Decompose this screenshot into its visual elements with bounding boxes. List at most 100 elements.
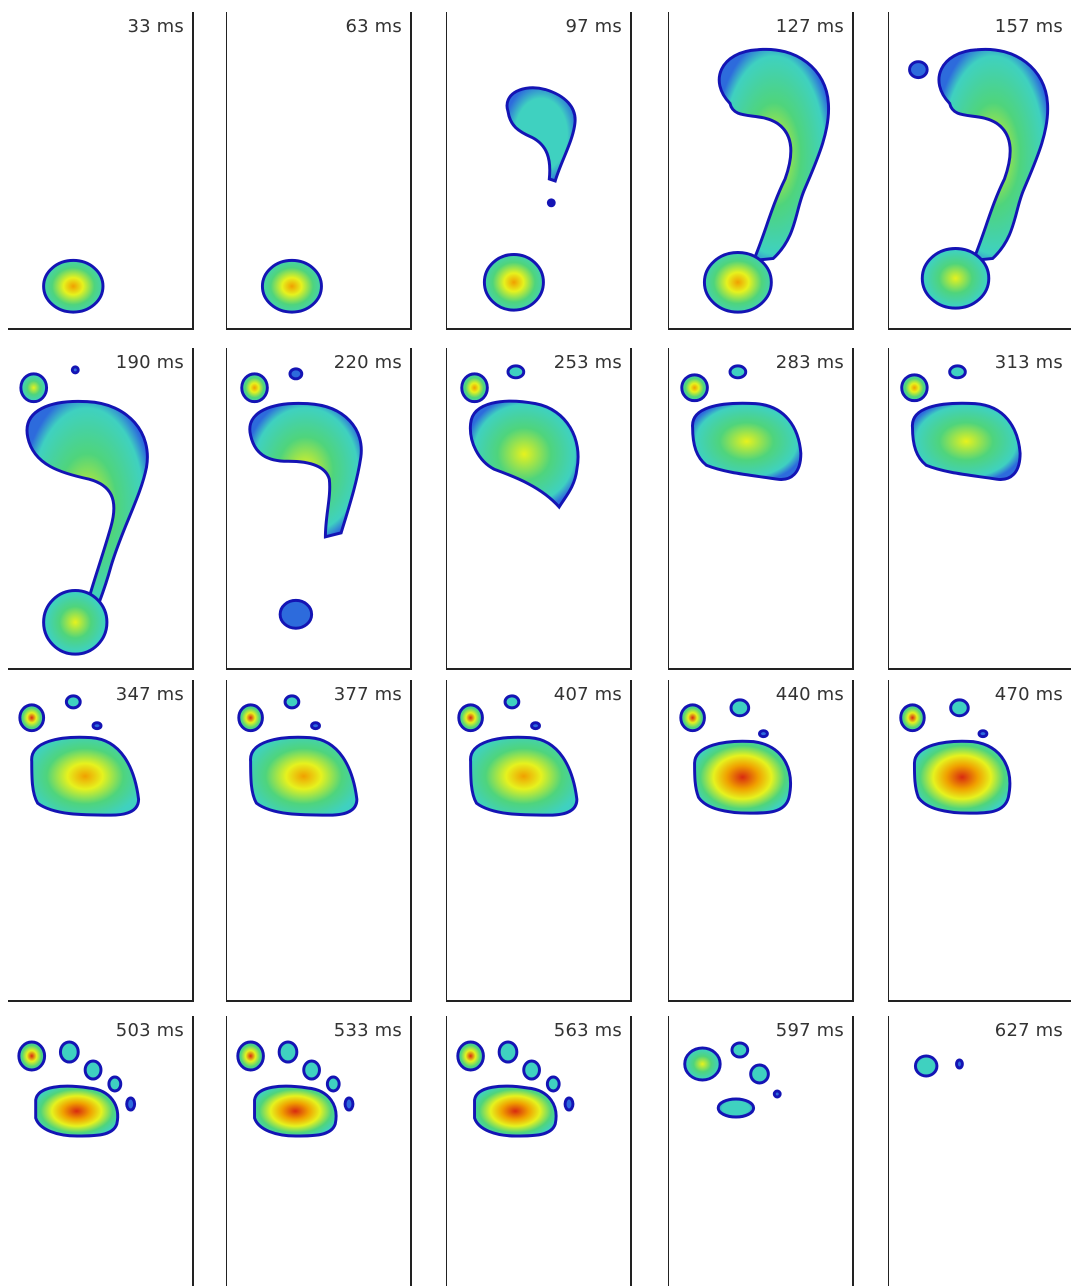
big-toe <box>900 373 929 403</box>
big-toe <box>456 1040 485 1072</box>
pressure-map <box>683 1041 782 1119</box>
forefoot-arch <box>248 401 363 539</box>
forefoot <box>34 1084 120 1138</box>
timestamp-label: 33 ms <box>127 16 184 37</box>
big-toe <box>18 703 46 733</box>
timestamp-label: 253 ms <box>553 352 622 373</box>
lesser-toe-trace <box>310 721 321 731</box>
pressure-region <box>482 86 577 312</box>
big-toe <box>457 703 484 733</box>
pressure-map <box>240 367 363 630</box>
pressure-map <box>237 694 359 817</box>
pressure-frame: 597 ms <box>668 1016 854 1286</box>
big-toe <box>236 1040 265 1072</box>
toe-4 <box>772 1089 782 1099</box>
toe-3 <box>302 1059 321 1081</box>
toe-4 <box>545 1075 561 1093</box>
pressure-frame: 33 ms <box>8 12 194 330</box>
forefoot-arch <box>717 47 830 263</box>
pressure-region <box>680 364 803 481</box>
pressure-map <box>702 47 830 314</box>
timestamp-label: 377 ms <box>333 684 402 705</box>
toe-3 <box>522 1059 541 1081</box>
toe-3 <box>83 1059 103 1081</box>
pressure-frame: 347 ms <box>8 680 194 1002</box>
toe-3 <box>749 1063 770 1085</box>
small-toe <box>728 364 748 380</box>
pressure-region <box>42 258 105 314</box>
timestamp-label: 597 ms <box>775 1020 844 1041</box>
big-toe <box>679 703 706 733</box>
pressure-frame: 503 ms <box>8 1016 194 1286</box>
small-toe <box>948 364 967 380</box>
timestamp-label: 127 ms <box>775 16 844 37</box>
pressure-frame: 407 ms <box>446 680 632 1002</box>
pressure-region <box>899 698 1012 815</box>
forefoot <box>693 739 792 815</box>
pressure-region <box>18 694 141 817</box>
big-toe <box>899 703 926 733</box>
small-toe <box>503 694 521 710</box>
pressure-frame: 63 ms <box>226 12 412 330</box>
forefoot <box>911 401 1022 481</box>
forefoot <box>473 1084 558 1138</box>
small-toe <box>283 694 301 710</box>
timestamp-label: 407 ms <box>553 684 622 705</box>
pressure-map <box>17 1040 137 1138</box>
pressure-frame: 533 ms <box>226 1016 412 1286</box>
pressure-frame: 127 ms <box>668 12 854 330</box>
forefoot <box>249 735 359 817</box>
pressure-region <box>240 367 363 630</box>
heel-contact <box>260 258 323 314</box>
toe-5 <box>343 1096 355 1112</box>
big-toe <box>17 1040 47 1072</box>
pressure-map <box>18 694 141 817</box>
pressure-map <box>456 1040 575 1138</box>
toe-2 <box>58 1040 80 1064</box>
pressure-region <box>908 47 1050 310</box>
pressure-frame: 377 ms <box>226 680 412 1002</box>
heel-contact <box>42 258 105 314</box>
big-toe <box>237 703 264 733</box>
pressure-map <box>460 364 580 510</box>
forefoot <box>691 401 803 481</box>
pressure-map <box>236 1040 355 1138</box>
big-toe <box>240 372 269 404</box>
pressure-region <box>900 364 1022 481</box>
timestamp-label: 470 ms <box>994 684 1063 705</box>
forefoot <box>30 735 141 817</box>
pressure-frame: 157 ms <box>888 12 1071 330</box>
heel-contact <box>482 252 545 312</box>
toe-2 <box>277 1040 299 1064</box>
small-toe <box>64 694 82 710</box>
pressure-map <box>679 698 792 815</box>
pressure-map <box>908 47 1050 310</box>
pressure-region <box>460 364 580 510</box>
lesser-toe-trace <box>91 721 103 731</box>
small-toe <box>70 365 80 375</box>
timestamp-label: 347 ms <box>115 684 184 705</box>
pressure-region <box>913 1054 964 1078</box>
heel-residue <box>278 598 314 630</box>
timestamp-label: 533 ms <box>333 1020 402 1041</box>
pressure-frame: 253 ms <box>446 348 632 670</box>
pressure-map <box>457 694 579 817</box>
pressure-region <box>236 1040 355 1138</box>
timestamp-label: 563 ms <box>553 1020 622 1041</box>
midfoot-spot <box>546 198 556 208</box>
pressure-region <box>260 258 323 314</box>
pressure-region <box>457 694 579 817</box>
forefoot <box>253 1084 338 1138</box>
lesser-toe-trace <box>530 721 541 731</box>
forefoot <box>469 735 579 817</box>
toe-5 <box>563 1096 575 1112</box>
heel-contact <box>702 250 773 314</box>
pressure-map <box>899 698 1012 815</box>
forefoot-contact <box>505 86 577 183</box>
pressure-frame: 283 ms <box>668 348 854 670</box>
toe-contact <box>908 60 929 80</box>
lesser-toe-trace <box>977 729 989 739</box>
toe-4 <box>325 1075 341 1093</box>
big-toe <box>680 373 709 403</box>
